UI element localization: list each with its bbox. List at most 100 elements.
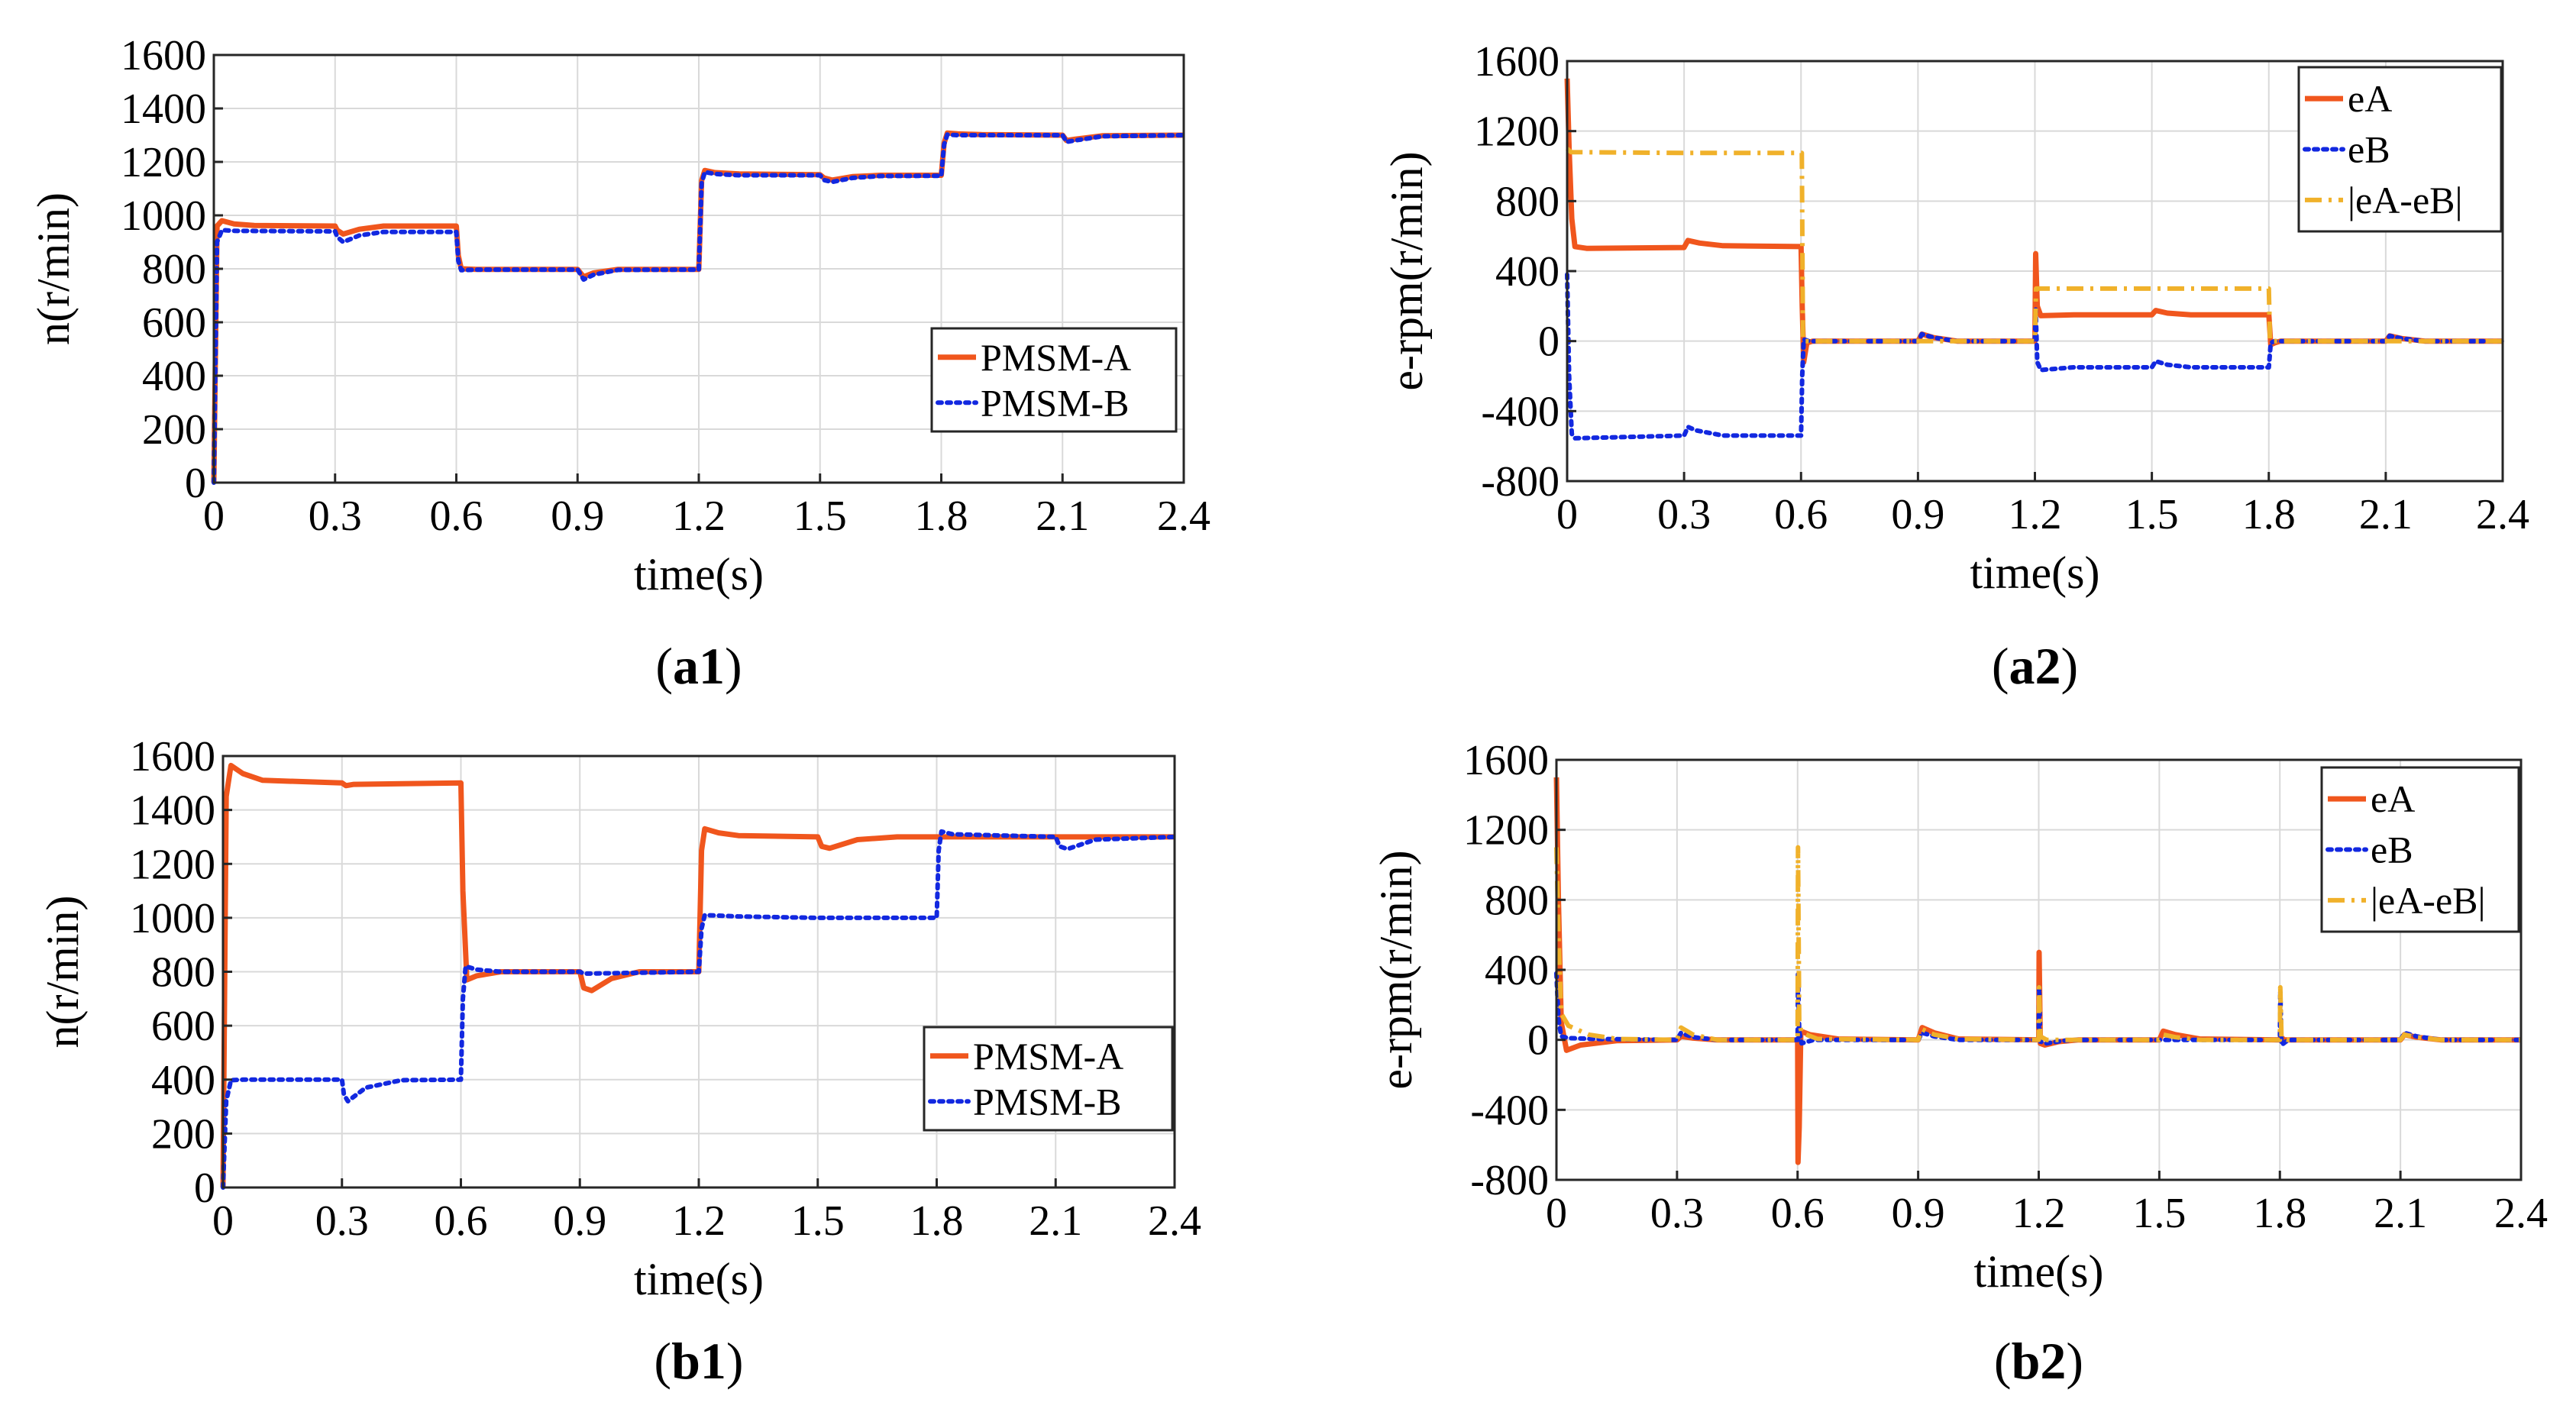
x-tick-label: 1.8 [2253, 1190, 2306, 1237]
y-tick-label: 1200 [1463, 807, 1549, 855]
legend-box [923, 1026, 1174, 1132]
legend-label: |eA-eB| [2348, 179, 2463, 221]
series-line-ea-eb [1565, 147, 2503, 344]
x-tick-label: 0.9 [553, 1197, 606, 1245]
y-tick-label: 0 [185, 460, 206, 507]
x-tick-label: 0 [1556, 491, 1578, 538]
series-line-ea-eb [1554, 845, 2521, 1042]
x-tick-label: 2.1 [1029, 1197, 1082, 1245]
legend-label: eB [2348, 128, 2390, 171]
series-line-pmsm-b [221, 829, 1177, 1190]
y-tick-label: 1200 [1474, 108, 1559, 156]
y-tick-label: 400 [1485, 947, 1549, 994]
y-axis-label: e-rpm(r/min) [1382, 151, 1432, 390]
y-tick-label: 600 [142, 299, 206, 347]
x-tick-label: 0 [203, 493, 225, 540]
x-tick-label: 0.6 [1774, 491, 1828, 538]
x-tick-label: 0.9 [551, 493, 604, 540]
y-tick-label: 800 [1485, 877, 1549, 924]
legend-label: PMSM-B [981, 381, 1130, 424]
y-tick-label: 800 [1495, 178, 1559, 225]
y-tick-label: 1200 [130, 841, 215, 888]
x-tick-label: 2.4 [2476, 491, 2529, 538]
x-tick-label: 1.2 [2012, 1190, 2066, 1237]
series-line-pmsm-a [220, 762, 1175, 1188]
y-tick-label: 1600 [1474, 38, 1559, 86]
y-tick-label: 1600 [130, 733, 215, 780]
series-line-eb [1565, 272, 2505, 441]
y-tick-label: 200 [142, 406, 206, 454]
y-tick-label: 400 [151, 1057, 215, 1104]
y-tick-label: -400 [1481, 388, 1559, 435]
y-tick-label: 0 [1527, 1017, 1549, 1065]
y-tick-label: 400 [142, 353, 206, 400]
x-tick-label: 0 [212, 1197, 234, 1245]
x-axis-label: time(s) [634, 549, 764, 599]
y-tick-label: 200 [151, 1110, 215, 1158]
legend-label: |eA-eB| [2371, 879, 2486, 922]
x-tick-label: 0.9 [1892, 1190, 1945, 1237]
y-tick-label: 800 [151, 949, 215, 997]
y-axis-label: n(r/min) [37, 896, 88, 1048]
x-tick-label: 1.8 [915, 493, 968, 540]
legend-label: eA [2371, 777, 2415, 820]
y-tick-label: -800 [1481, 458, 1559, 506]
x-tick-label: 0.9 [1891, 491, 1944, 538]
panel-caption: (b2) [1994, 1332, 2083, 1390]
panel-b2: 0 0.3 0.6 0.9 1.2 1.5 1.8 2.1 2.4 -800 -400 0 400 800… [1371, 737, 2548, 1390]
panel-b1: 0 0.3 0.6 0.9 1.2 1.5 1.8 2.1 2.4 0 200 400 600 800 10… [37, 733, 1201, 1390]
panel-caption: (b1) [654, 1332, 743, 1390]
x-tick-label: 2.1 [2374, 1190, 2427, 1237]
x-tick-label: 2.4 [1148, 1197, 1201, 1245]
y-tick-label: 1600 [121, 32, 206, 79]
legend-label: eB [2371, 829, 2413, 871]
x-tick-label: 0.6 [435, 1197, 488, 1245]
x-axis-label: time(s) [634, 1254, 764, 1304]
y-tick-label: -800 [1470, 1157, 1549, 1204]
legend-label: PMSM-A [981, 336, 1131, 379]
y-tick-label: 1000 [121, 192, 206, 240]
legend: eA eB |eA-eB| [2297, 66, 2503, 233]
x-tick-label: 2.1 [2359, 491, 2413, 538]
y-tick-label: 600 [151, 1003, 215, 1050]
y-tick-label: 1400 [130, 787, 215, 835]
x-tick-label: 0.6 [430, 493, 483, 540]
x-tick-label: 0.3 [309, 493, 362, 540]
y-tick-label: 1200 [121, 139, 206, 186]
x-tick-label: 1.8 [910, 1197, 964, 1245]
x-tick-label: 1.5 [793, 493, 847, 540]
x-tick-label: 0 [1546, 1190, 1567, 1237]
x-tick-label: 0.3 [315, 1197, 369, 1245]
legend-box [930, 327, 1178, 433]
x-tick-label: 1.2 [672, 1197, 726, 1245]
x-tick-label: 1.5 [791, 1197, 845, 1245]
y-axis-label: n(r/min) [28, 192, 79, 345]
y-tick-label: 800 [142, 246, 206, 293]
legend-label: PMSM-A [973, 1035, 1123, 1078]
x-tick-label: 0.6 [1771, 1190, 1825, 1237]
legend-label: eA [2348, 77, 2392, 120]
x-tick-label: 1.2 [2009, 491, 2062, 538]
panel-a2: 0 0.3 0.6 0.9 1.2 1.5 1.8 2.1 2.4 -800 -400 0 400 800… [1382, 38, 2529, 695]
y-axis-label: e-rpm(r/min) [1371, 850, 1421, 1089]
y-tick-label: 0 [1538, 318, 1559, 366]
x-tick-label: 0.3 [1657, 491, 1711, 538]
x-tick-label: 2.1 [1036, 493, 1089, 540]
series-line-pmsm-b [212, 132, 1186, 485]
x-axis-label: time(s) [1974, 1246, 2104, 1297]
x-tick-label: 1.2 [672, 493, 726, 540]
legend: eA eB |eA-eB| [2320, 766, 2520, 933]
panel-a1: 0 0.3 0.6 0.9 1.2 1.5 1.8 2.1 2.4 0 200 400 600 800 10… [28, 32, 1210, 695]
x-axis-label: time(s) [1970, 548, 2100, 598]
y-tick-label: 400 [1495, 248, 1559, 296]
y-tick-label: 1000 [130, 895, 215, 942]
x-tick-label: 0.3 [1650, 1190, 1704, 1237]
x-tick-label: 2.4 [2494, 1190, 2548, 1237]
y-tick-label: 1600 [1463, 737, 1549, 784]
legend-label: PMSM-B [973, 1080, 1122, 1123]
x-tick-label: 1.5 [2132, 1190, 2186, 1237]
panel-caption: (a2) [1992, 637, 2078, 695]
